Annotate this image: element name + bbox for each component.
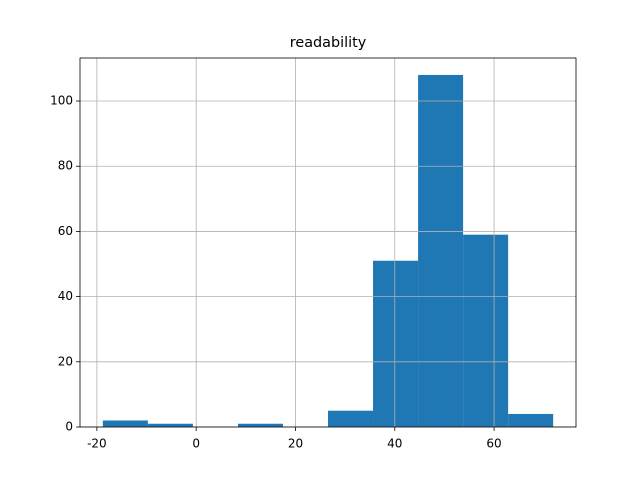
x-tick-label: 60 bbox=[486, 437, 501, 451]
plot-frame bbox=[79, 57, 577, 428]
x-tick-label: 40 bbox=[387, 437, 402, 451]
bar bbox=[328, 410, 374, 427]
y-tick-label: 40 bbox=[58, 289, 73, 303]
y-tick-label: 100 bbox=[50, 94, 73, 108]
x-tick-label: 0 bbox=[192, 437, 200, 451]
bar bbox=[508, 413, 554, 427]
x-tick-label: -20 bbox=[87, 437, 107, 451]
x-tick-label: 20 bbox=[288, 437, 303, 451]
chart-title: readability bbox=[290, 35, 367, 51]
bar bbox=[102, 420, 148, 427]
bar bbox=[237, 423, 283, 427]
y-tick-label: 20 bbox=[58, 354, 73, 368]
bar bbox=[373, 260, 419, 427]
y-tick-label: 0 bbox=[65, 420, 73, 434]
bar bbox=[463, 234, 509, 427]
bar bbox=[147, 423, 193, 427]
y-tick-label: 80 bbox=[58, 159, 73, 173]
y-tick-label: 60 bbox=[58, 224, 73, 238]
bar bbox=[418, 74, 464, 427]
